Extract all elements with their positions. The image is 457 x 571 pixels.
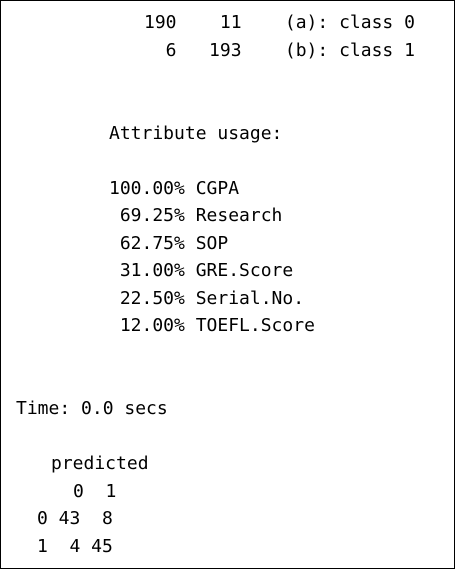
attribute-usage-item: 12.00% TOEFL.Score [109, 315, 315, 336]
timing-line: Time: 0.0 secs [16, 398, 168, 419]
predicted-table-row: 0 43 8 [37, 508, 113, 529]
predicted-table-header-row: 0 1 [73, 481, 117, 502]
confusion-matrix-row: 190 11 (a): class 0 [144, 12, 415, 33]
confusion-matrix-row: 6 193 (b): class 1 [144, 40, 415, 61]
attribute-usage-item: 100.00% CGPA [109, 178, 240, 199]
attribute-usage-item: 69.25% Research [109, 205, 283, 226]
attribute-usage-heading: Attribute usage: [109, 123, 283, 144]
attribute-usage-item: 62.75% SOP [109, 233, 229, 254]
predicted-table-heading: predicted [51, 453, 149, 474]
predicted-table-row: 1 4 45 [37, 536, 113, 557]
attribute-usage-item: 22.50% Serial.No. [109, 288, 305, 309]
attribute-usage-item: 31.00% GRE.Score [109, 260, 294, 281]
